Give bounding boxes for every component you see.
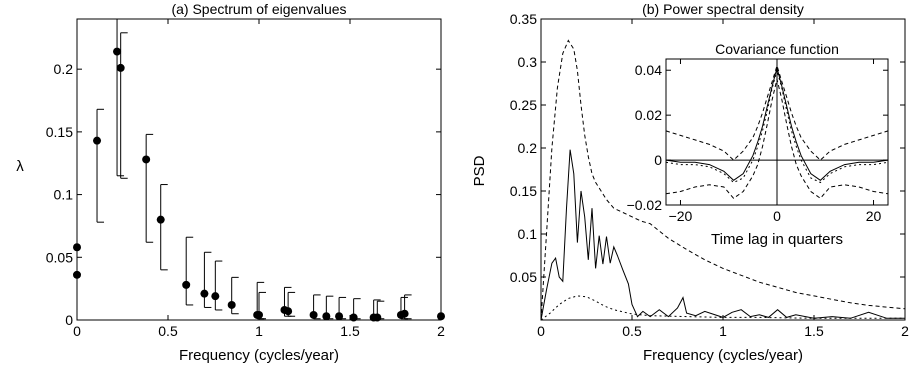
panel-a-eigenvalue-spectrum: (a) Spectrum of eigenvalues 0 0.5 1 1.5 2 0 0.… [16,1,445,364]
eigenvalue-point [142,155,151,164]
inset-marks [665,59,889,205]
eigenvalue-point [227,300,236,309]
inset-ytick-label: 0.04 [635,62,662,78]
cov-series-solid-0 [665,66,889,181]
panel-a-xtick-label: 0 [73,323,81,339]
psd-series-dotted-2 [540,295,905,321]
eigenvalue-point [309,310,318,319]
inset-xtick-label: −20 [669,208,693,224]
panel-a-title: (a) Spectrum of eigenvalues [171,1,346,17]
eigenvalue-point [211,292,220,301]
panel-a-ticks: 0 0.5 1 1.5 2 0 0.05 0.1 0.15 0.2 [46,19,445,339]
panel-a-ylabel: λ [16,158,24,175]
psd-series-solid-0 [540,149,905,321]
inset-xlabel: Time lag in quarters [711,231,843,248]
panel-b-ytick-label: 0.3 [518,54,538,70]
eigenvalue-point [335,312,344,321]
panel-b-ytick-label: 0.15 [510,183,537,199]
panel-b-xtick-label: 1 [719,323,727,339]
eigenvalue-point [284,307,293,316]
panel-a-xtick-label: 2 [437,323,445,339]
panel-a-axes-frame [76,18,442,321]
panel-b-xtick-label: 1.5 [804,323,824,339]
inset-title: Covariance function [715,41,839,57]
eigenvalue-point [322,312,331,321]
panel-b-xtick-label: 2 [901,323,909,339]
inset-ytick-label: 0 [654,152,662,168]
inset-ytick-label: −0.02 [627,197,663,213]
panel-a-xtick-label: 0.5 [158,323,178,339]
panel-b-ytick-label: 0.1 [518,226,538,242]
panel-b-ylabel: PSD [471,155,488,186]
panel-b-title: (b) Power spectral density [642,1,804,17]
inset-ytick-label: 0.02 [635,107,662,123]
panel-a-ytick-label: 0.1 [54,187,74,203]
panel-b-power-spectral-density: (b) Power spectral density 0 0.5 1 1.5 2 0.05… [471,1,909,364]
inset-ticks: −20 0 20 −0.02 0 0.02 0.04 [627,59,888,224]
panel-b-ticks: 0 0.5 1 1.5 2 0.05 0.1 0.15 0.2 0.25 0.3 0.35 [510,11,909,339]
eigenvalue-point [400,309,409,318]
eigenvalue-point [200,289,209,298]
panel-a-xtick-label: 1 [255,323,263,339]
panel-a-ytick-label: 0 [65,312,73,328]
panel-a-marks [73,18,445,322]
inset-xtick-label: 20 [866,208,882,224]
panel-b-xtick-label: 0 [537,323,545,339]
panel-a-ytick-label: 0.2 [54,61,74,77]
panel-a-xlabel: Frequency (cycles/year) [179,347,339,364]
eigenvalue-point [116,63,125,72]
eigenvalue-point [182,280,191,289]
panel-a-xtick-label: 1.5 [340,323,360,339]
panel-b-ytick-label: 0.35 [510,11,537,27]
eigenvalue-point [93,136,102,145]
panel-b-inset-covariance: Covariance function −20 0 20 −0.02 0 0.02 0.04… [627,41,889,248]
inset-xtick-label: 0 [773,208,781,224]
panel-a-ytick-label: 0.15 [46,124,73,140]
panel-b-xlabel: Frequency (cycles/year) [643,347,803,364]
panel-b-ytick-label: 0.05 [510,269,537,285]
panel-b-ytick-label: 0.25 [510,97,537,113]
panel-b-marks [540,39,906,321]
eigenvalue-point [373,313,382,322]
eigenvalue-point [349,313,358,322]
panel-b-ytick-label: 0.2 [518,140,538,156]
cov-series-dashed-2 [665,79,889,199]
eigenvalue-point [156,215,165,224]
eigenvalue-point [255,310,263,319]
panel-b-xtick-label: 0.5 [622,323,642,339]
panel-a-ytick-label: 0.05 [46,249,73,265]
eigenvalue-point [113,47,122,56]
